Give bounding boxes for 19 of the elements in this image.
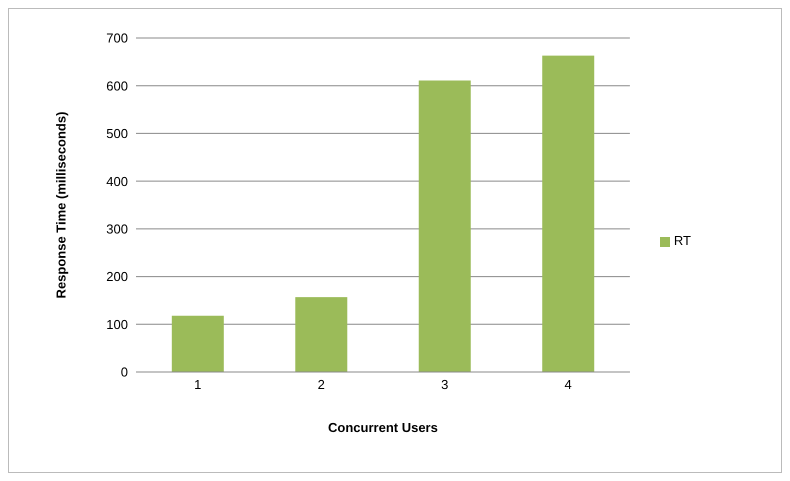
y-tick-label: 400 bbox=[106, 174, 128, 189]
x-tick-label: 3 bbox=[441, 377, 448, 392]
y-tick-label: 100 bbox=[106, 316, 128, 332]
y-tick-label: 200 bbox=[106, 269, 128, 284]
y-tick-label: 700 bbox=[106, 30, 128, 46]
bar bbox=[542, 56, 594, 372]
y-tick-label: 300 bbox=[106, 221, 128, 236]
y-axis-title: Response Time (milliseconds) bbox=[54, 112, 69, 298]
x-tick-label: 4 bbox=[564, 377, 572, 392]
x-tick-label: 2 bbox=[318, 377, 325, 392]
x-axis-title: Concurrent Users bbox=[328, 420, 438, 435]
bar bbox=[418, 80, 471, 372]
y-tick-label: 0 bbox=[120, 364, 128, 380]
legend-label: RT bbox=[674, 233, 691, 248]
y-tick-label: 500 bbox=[106, 126, 128, 142]
y-tick-label: 600 bbox=[106, 78, 128, 94]
bar bbox=[295, 297, 348, 372]
bar bbox=[172, 316, 224, 372]
x-tick-label: 1 bbox=[194, 377, 202, 392]
